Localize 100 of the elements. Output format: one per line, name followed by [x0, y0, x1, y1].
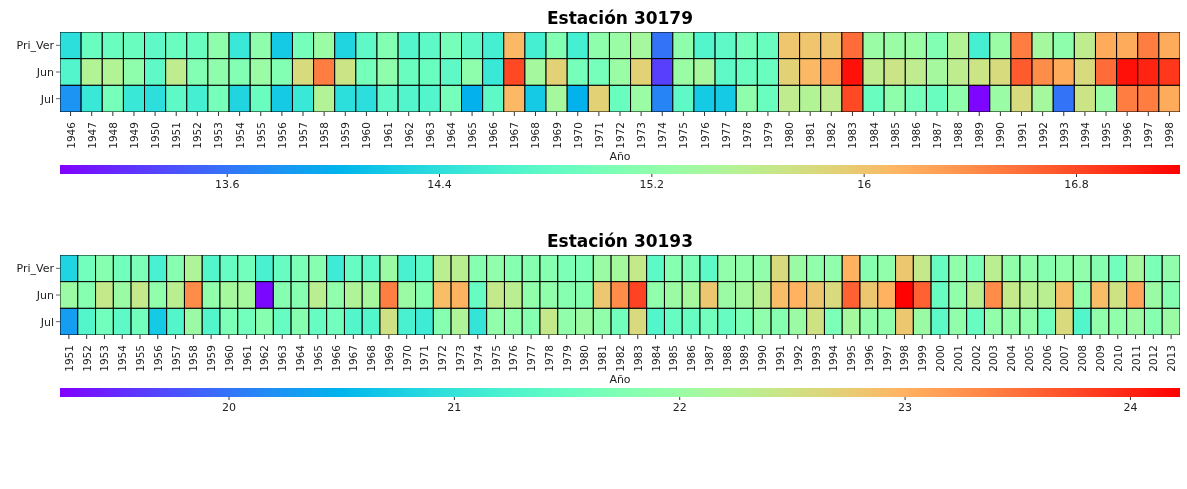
x-tick-label: 2011 [1129, 345, 1142, 372]
x-tick-label: 1967 [508, 122, 521, 149]
x-tick-label: 2000 [934, 345, 946, 372]
x-tick-label: 1976 [698, 121, 711, 149]
x-tick-label: 1983 [631, 345, 644, 372]
color-bar-label: 16.8 [1064, 178, 1089, 191]
x-tick-label: 2004 [1005, 344, 1018, 372]
x-tick-label: 1954 [116, 344, 129, 372]
x-tick-label: 1985 [667, 345, 680, 372]
x-tick-label: 1981 [804, 122, 817, 149]
x-tick-label: 1964 [294, 344, 306, 372]
x-tick-label: 2003 [987, 345, 1000, 372]
x-tick-label: 1973 [635, 122, 648, 149]
color-bar-label: 23 [898, 401, 913, 414]
x-tick-label: 1988 [720, 345, 733, 372]
x-tick-label: 1999 [916, 345, 929, 372]
color-bar-label: 22 [672, 401, 687, 414]
x-tick-label: 1995 [845, 345, 858, 372]
x-tick-label: 1983 [846, 122, 859, 149]
x-tick-label: 1959 [339, 122, 352, 149]
x-tick-label: 1994 [827, 344, 840, 372]
x-tick-label: 1953 [212, 122, 225, 149]
x-tick-label: 1993 [809, 345, 822, 372]
x-tick-label: 1968 [529, 122, 542, 149]
x-tick-label: 2007 [1058, 345, 1071, 372]
x-tick-label: 2013 [1165, 345, 1178, 372]
x-tick-label: 1975 [489, 345, 502, 372]
x-tick-label: 1946 [64, 121, 77, 149]
x-tick-label: 1996 [1121, 121, 1134, 149]
y-tick-label: Jul [39, 315, 54, 329]
x-tick-label: 1971 [418, 345, 431, 372]
x-tick-label: 1955 [134, 345, 146, 372]
x-tick-label: 1962 [402, 122, 415, 149]
x-tick-label: 1980 [783, 122, 796, 149]
x-tick-label: 1960 [222, 345, 235, 372]
x-tick-label: 1988 [952, 122, 965, 149]
x-tick-label: 1964 [444, 121, 457, 149]
x-tick-label: 1965 [466, 122, 479, 149]
x-tick-label: 1981 [596, 345, 609, 372]
x-tick-label: 1996 [862, 344, 875, 372]
x-tick-label: 1994 [1078, 121, 1091, 149]
x-tick-label: 1958 [318, 122, 331, 149]
x-tick-label: 1992 [1036, 122, 1049, 149]
x-tick-label: 2009 [1094, 345, 1106, 372]
y-tick-label: Jun [35, 288, 55, 302]
x-tick-label: 1960 [360, 122, 373, 149]
x-tick-label: 2005 [1022, 345, 1035, 372]
x-tick-label: 1971 [592, 122, 605, 149]
color-bar-label: 24 [1123, 401, 1138, 414]
x-tick-label: 1977 [719, 122, 732, 149]
x-tick-label: 1986 [685, 344, 698, 372]
x-tick-label: 1990 [994, 122, 1007, 149]
x-tick-label: 1952 [80, 345, 93, 372]
color-bar-label: 15.2 [639, 178, 665, 191]
x-tick-label: 1974 [471, 344, 484, 372]
x-tick-label: 1984 [867, 121, 880, 149]
x-tick-label: 1956 [275, 121, 288, 149]
x-tick-label: 1975 [677, 122, 690, 149]
x-tick-label: 1985 [888, 122, 901, 149]
y-tick-label: Pri_Ver [16, 262, 55, 276]
x-tick-label: 1972 [614, 122, 626, 149]
x-tick-label: 2010 [1111, 345, 1124, 372]
x-tick-label: 1990 [756, 345, 769, 372]
x-tick-label: 1947 [85, 122, 98, 149]
x-tick-label: 1950 [149, 122, 162, 149]
x-tick-label: 1978 [740, 122, 753, 149]
color-bar-label: 14.4 [427, 178, 452, 191]
x-tick-label: 1948 [106, 122, 119, 149]
x-tick-label: 1997 [880, 345, 893, 372]
x-tick-label: 1998 [898, 345, 911, 372]
x-tick-label: 1959 [205, 345, 218, 372]
x-tick-label: 1995 [1100, 122, 1113, 149]
x-tick-label: 1969 [550, 122, 563, 149]
x-tick-label: 1962 [258, 345, 271, 372]
x-tick-label: 1987 [702, 345, 715, 372]
x-tick-label: 1976 [507, 344, 520, 372]
x-tick-label: 1966 [329, 344, 342, 372]
x-tick-label: 1956 [151, 344, 164, 372]
x-axis-title: Año [608, 150, 632, 163]
x-tick-label: 1965 [311, 345, 324, 372]
x-tick-label: 1968 [365, 345, 378, 372]
y-tick-label: Pri_Ver [16, 39, 55, 53]
x-tick-label: 1982 [825, 122, 838, 149]
x-tick-label: 1991 [774, 345, 786, 372]
x-tick-label: 1989 [973, 122, 986, 149]
x-tick-label: 1978 [542, 345, 555, 372]
x-tick-label: 1973 [454, 345, 466, 372]
x-tick-label: 1986 [909, 121, 922, 149]
x-tick-label: 1957 [297, 122, 310, 149]
x-tick-label: 1992 [791, 345, 804, 372]
x-tick-label: 1974 [656, 121, 669, 149]
color-bar-label: 20 [222, 401, 237, 414]
x-axis-title: Año [608, 373, 632, 386]
x-tick-label: 1967 [347, 345, 360, 372]
color-bar-label: 16 [857, 178, 872, 191]
x-tick-label: 2012 [1147, 345, 1160, 372]
x-tick-label: 1991 [1015, 122, 1028, 149]
x-tick-label: 1989 [738, 345, 751, 372]
x-tick-label: 1984 [649, 344, 662, 372]
x-tick-label: 1969 [382, 345, 395, 372]
